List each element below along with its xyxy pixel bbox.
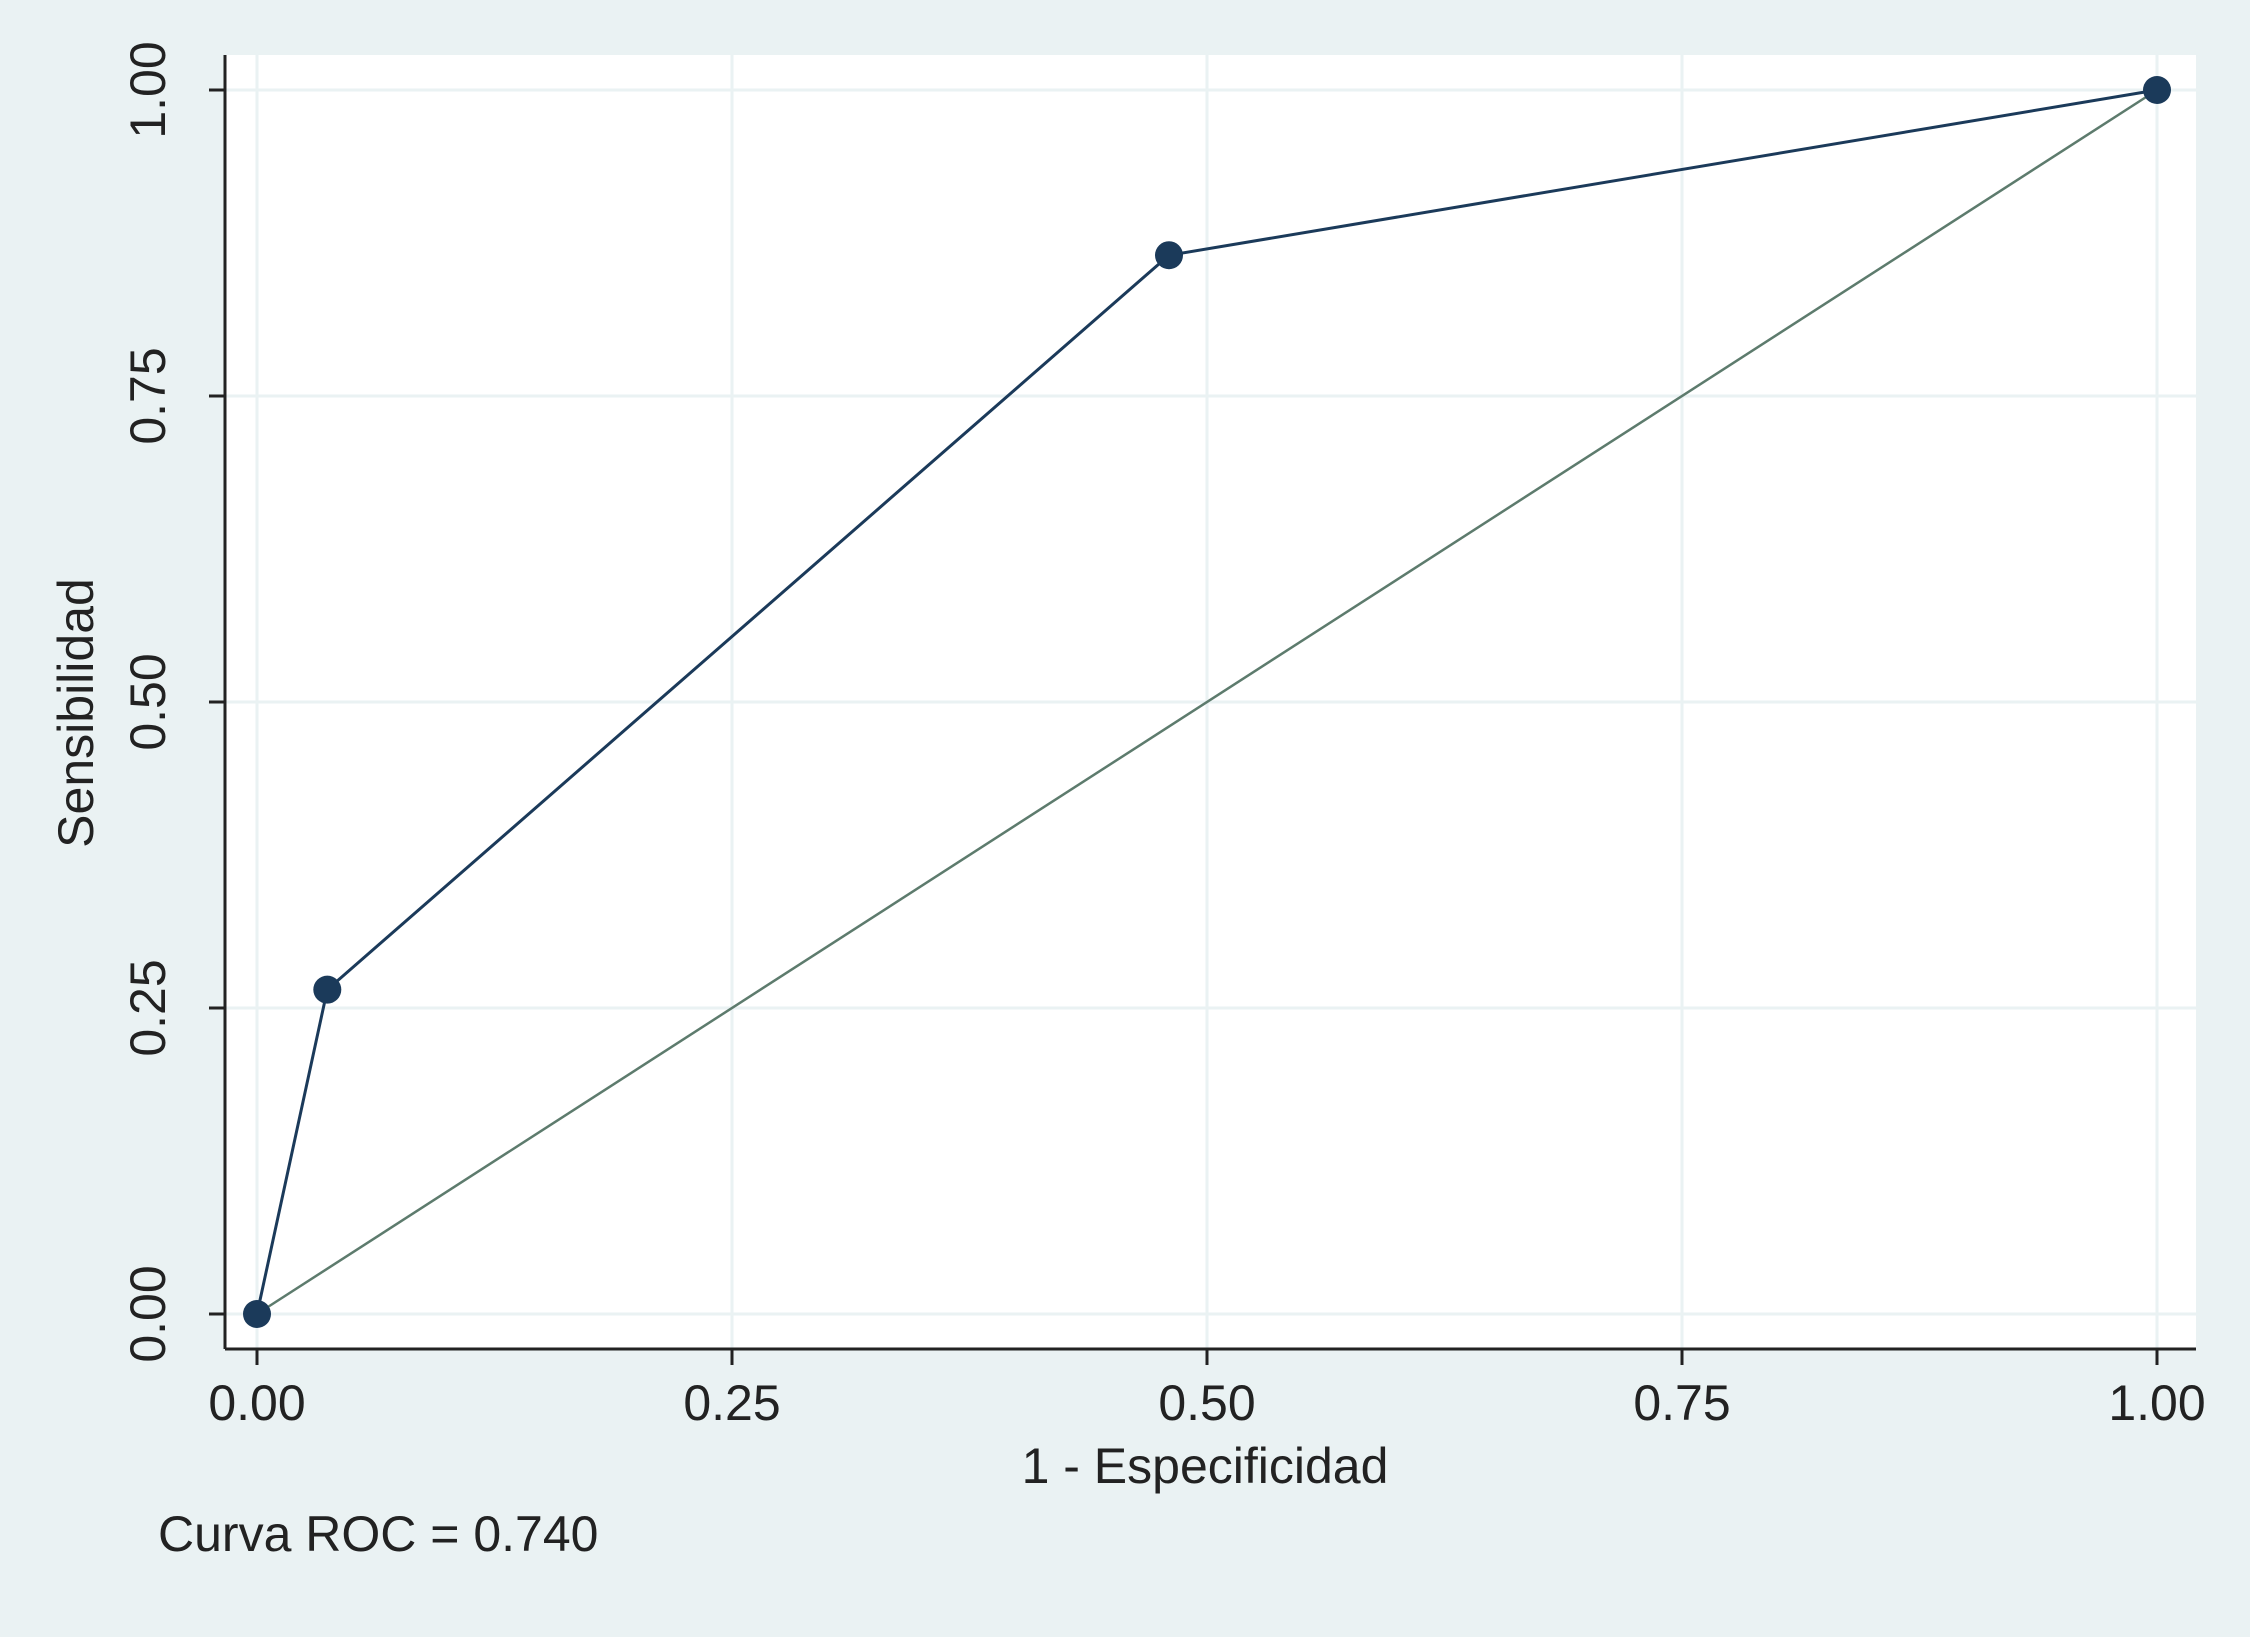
y-axis-title: Sensibilidad bbox=[48, 578, 104, 848]
x-tick-label: 0.00 bbox=[208, 1375, 305, 1431]
y-tick-label: 0.25 bbox=[120, 959, 176, 1056]
point bbox=[243, 1300, 271, 1328]
x-tick-label: 0.25 bbox=[683, 1375, 780, 1431]
x-tick-label: 0.50 bbox=[1158, 1375, 1255, 1431]
x-tick-label: 0.75 bbox=[1633, 1375, 1730, 1431]
y-tick-label: 0.75 bbox=[120, 347, 176, 444]
y-tick-label: 0.50 bbox=[120, 653, 176, 750]
y-tick-label: 0.00 bbox=[120, 1265, 176, 1362]
reference-line bbox=[256, 88, 2158, 1316]
roc-line bbox=[255, 88, 2158, 1315]
point bbox=[313, 975, 342, 1004]
x-axis-title: 1 - Especificidad bbox=[1022, 1438, 1389, 1494]
annotation: Curva ROC = 0.740 bbox=[158, 1506, 598, 1562]
point bbox=[2143, 76, 2171, 104]
x-tick-label: 1.00 bbox=[2108, 1375, 2205, 1431]
point bbox=[1155, 241, 1183, 270]
y-tick-label: 1.00 bbox=[120, 41, 176, 138]
